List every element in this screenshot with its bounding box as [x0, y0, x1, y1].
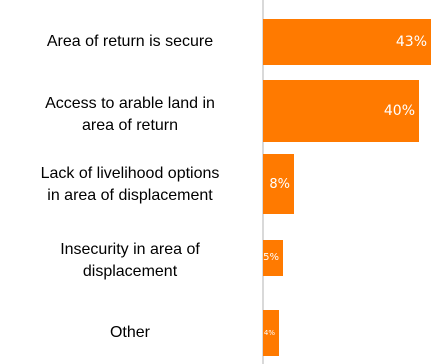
bar-value-label: 40% [383, 103, 415, 119]
category-label: Access to arable land in area of return [45, 95, 215, 134]
bar-value-label: 43% [395, 34, 427, 50]
category-label: Area of return is secure [46, 33, 214, 50]
bar-value-label: 8% [269, 176, 290, 192]
bar-value-label: 4% [263, 328, 275, 337]
bar [263, 310, 279, 356]
bar [263, 80, 419, 142]
category-label: Lack of livelihood options in area of di… [40, 165, 220, 204]
category-label: Other [109, 324, 150, 341]
bar [263, 240, 283, 276]
category-label: Insecurity in area of displacement [60, 241, 200, 280]
bar [263, 154, 294, 214]
bar-value-label: 5% [263, 252, 279, 263]
bar [263, 19, 431, 65]
